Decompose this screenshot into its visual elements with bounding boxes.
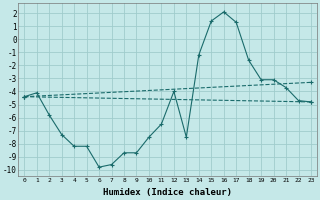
X-axis label: Humidex (Indice chaleur): Humidex (Indice chaleur) [103, 188, 232, 197]
